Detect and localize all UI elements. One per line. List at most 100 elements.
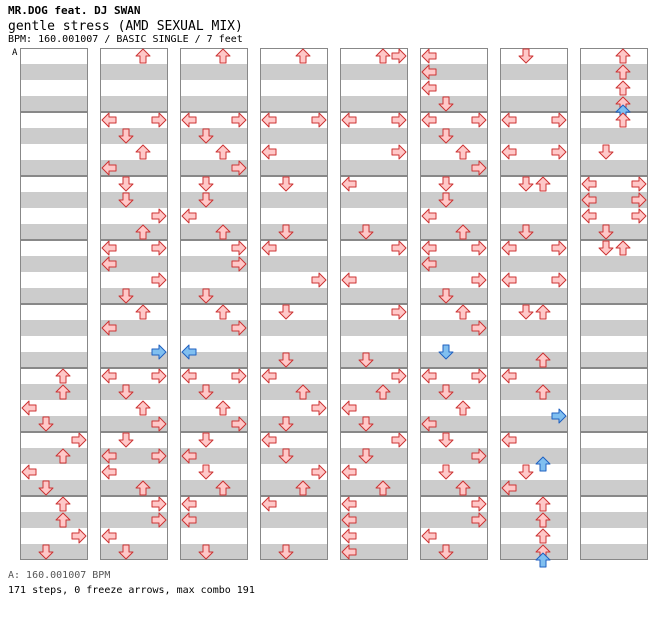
step-arrow [295, 480, 311, 496]
step-arrow [198, 128, 214, 144]
step-arrow [101, 368, 117, 384]
step-arrow [231, 320, 247, 336]
measure-border [180, 112, 248, 176]
beat-stripe [340, 512, 408, 528]
beat-stripe [260, 416, 328, 432]
measure-border [260, 112, 328, 176]
step-arrow [615, 112, 631, 128]
step-arrow [198, 432, 214, 448]
chart-column [580, 48, 648, 560]
beat-stripe [180, 64, 248, 80]
step-arrow [261, 368, 277, 384]
beat-stripe [180, 416, 248, 432]
beat-stripe [20, 96, 88, 112]
beat-stripe [420, 512, 488, 528]
step-arrow [471, 448, 487, 464]
measure-border [500, 176, 568, 240]
step-arrow [151, 208, 167, 224]
beat-stripe [420, 288, 488, 304]
step-arrow [341, 512, 357, 528]
step-arrow [101, 528, 117, 544]
step-arrow [375, 480, 391, 496]
step-arrow [501, 240, 517, 256]
step-arrow [101, 240, 117, 256]
step-arrow [311, 464, 327, 480]
beat-stripe [100, 320, 168, 336]
beat-stripe [260, 480, 328, 496]
beat-stripe [340, 64, 408, 80]
step-arrow [231, 368, 247, 384]
beat-stripe [260, 64, 328, 80]
beat-stripe [100, 128, 168, 144]
step-arrow [151, 240, 167, 256]
step-arrow [535, 496, 551, 512]
measure-border [340, 48, 408, 112]
beat-stripe [420, 320, 488, 336]
beat-stripe [100, 448, 168, 464]
beat-stripe [340, 96, 408, 112]
beat-stripe [20, 256, 88, 272]
step-arrow [421, 64, 437, 80]
step-arrow [551, 144, 567, 160]
step-arrow [535, 304, 551, 320]
beat-stripe [500, 288, 568, 304]
step-arrow [438, 544, 454, 560]
beat-stripe [20, 192, 88, 208]
step-arrow [421, 80, 437, 96]
step-arrow [118, 544, 134, 560]
beat-stripe [500, 416, 568, 432]
step-arrow [535, 384, 551, 400]
step-arrow [278, 176, 294, 192]
measure-border [260, 432, 328, 496]
step-arrow [551, 112, 567, 128]
beat-stripe [180, 224, 248, 240]
beat-stripe [180, 512, 248, 528]
step-arrow [278, 416, 294, 432]
step-arrow [598, 224, 614, 240]
beat-stripe [500, 512, 568, 528]
beat-stripe [260, 512, 328, 528]
beat-stripe [100, 256, 168, 272]
step-arrow [551, 408, 567, 424]
beat-stripe [580, 256, 648, 272]
step-arrow [375, 384, 391, 400]
step-arrow [518, 176, 534, 192]
step-arrow [421, 48, 437, 64]
measure-border [340, 176, 408, 240]
step-arrow [151, 496, 167, 512]
step-arrow [438, 288, 454, 304]
step-arrow [151, 416, 167, 432]
beat-stripe [260, 544, 328, 560]
measure-border [180, 48, 248, 112]
measure-border [20, 432, 88, 496]
beat-stripe [20, 160, 88, 176]
step-arrow [151, 448, 167, 464]
beat-stripe [420, 96, 488, 112]
step-arrow [341, 496, 357, 512]
measure-border [180, 240, 248, 304]
step-arrow [598, 144, 614, 160]
measure-border [500, 240, 568, 304]
measure-border [20, 112, 88, 176]
step-arrow [438, 384, 454, 400]
beat-stripe [180, 320, 248, 336]
step-arrow [118, 128, 134, 144]
beat-stripe [100, 288, 168, 304]
step-arrow [535, 528, 551, 544]
step-arrow [391, 432, 407, 448]
step-arrow [231, 160, 247, 176]
step-arrow [215, 400, 231, 416]
beat-stripe [20, 416, 88, 432]
step-arrow [421, 112, 437, 128]
measure-border [260, 496, 328, 560]
step-arrow [38, 416, 54, 432]
measure-border [500, 48, 568, 112]
step-arrow [181, 208, 197, 224]
step-arrow [101, 320, 117, 336]
step-arrow [501, 432, 517, 448]
step-arrow [231, 256, 247, 272]
step-arrow [471, 368, 487, 384]
beat-stripe [420, 192, 488, 208]
step-arrow [421, 528, 437, 544]
step-arrow [181, 496, 197, 512]
